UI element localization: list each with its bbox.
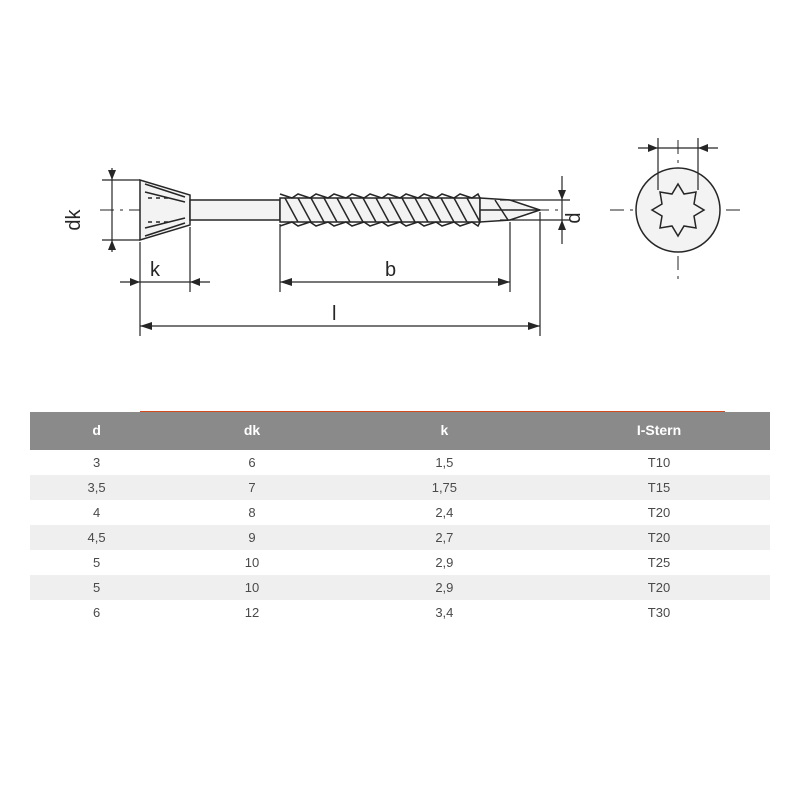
spec-table: d dk k I-Stern 3 6 1,5 T10 3,5 7 1,75 T1 — [30, 412, 770, 625]
label-d: d — [563, 212, 585, 223]
diagram-svg: dk d k — [40, 120, 760, 370]
cell: 5 — [30, 575, 163, 600]
label-l: l — [332, 303, 336, 325]
col-istern: I-Stern — [548, 412, 770, 450]
col-k: k — [341, 412, 548, 450]
cell: 12 — [163, 600, 341, 625]
cell: 9 — [163, 525, 341, 550]
col-d: d — [30, 412, 163, 450]
screw-thread — [280, 194, 480, 226]
table-row: 6 12 3,4 T30 — [30, 600, 770, 625]
cell: 7 — [163, 475, 341, 500]
cell: 8 — [163, 500, 341, 525]
screw-shank — [190, 200, 280, 220]
dim-l: l — [140, 212, 540, 336]
label-dk: dk — [63, 208, 85, 230]
cell: 2,4 — [341, 500, 548, 525]
cell: 4,5 — [30, 525, 163, 550]
cell: T25 — [548, 550, 770, 575]
table-row: 5 10 2,9 T25 — [30, 550, 770, 575]
table-row: 4,5 9 2,7 T20 — [30, 525, 770, 550]
cell: T10 — [548, 450, 770, 475]
table-row: 3,5 7 1,75 T15 — [30, 475, 770, 500]
cell: T20 — [548, 500, 770, 525]
cell: 3,5 — [30, 475, 163, 500]
table-row: 3 6 1,5 T10 — [30, 450, 770, 475]
cell: 2,7 — [341, 525, 548, 550]
cell: 3 — [30, 450, 163, 475]
cell: T15 — [548, 475, 770, 500]
cell: 10 — [163, 550, 341, 575]
cell: 2,9 — [341, 575, 548, 600]
label-b: b — [385, 259, 396, 281]
cell: 4 — [30, 500, 163, 525]
cell: 3,4 — [341, 600, 548, 625]
screw-top-view — [610, 138, 745, 280]
cell: 1,5 — [341, 450, 548, 475]
cell: 6 — [30, 600, 163, 625]
screw-tip — [480, 198, 540, 222]
table-row: 4 8 2,4 T20 — [30, 500, 770, 525]
cell: 1,75 — [341, 475, 548, 500]
table-header-row: d dk k I-Stern — [30, 412, 770, 450]
col-dk: dk — [163, 412, 341, 450]
spec-table-wrap: d dk k I-Stern 3 6 1,5 T10 3,5 7 1,75 T1 — [30, 412, 770, 625]
cell: T30 — [548, 600, 770, 625]
screw-head — [140, 180, 190, 240]
label-k: k — [150, 259, 161, 281]
dim-b: b — [280, 222, 510, 292]
cell: T20 — [548, 525, 770, 550]
table-row: 5 10 2,9 T20 — [30, 575, 770, 600]
cell: 5 — [30, 550, 163, 575]
screw-technical-diagram: dk d k — [40, 120, 760, 370]
dim-k: k — [120, 227, 210, 292]
cell: 2,9 — [341, 550, 548, 575]
cell: 10 — [163, 575, 341, 600]
cell: T20 — [548, 575, 770, 600]
cell: 6 — [163, 450, 341, 475]
